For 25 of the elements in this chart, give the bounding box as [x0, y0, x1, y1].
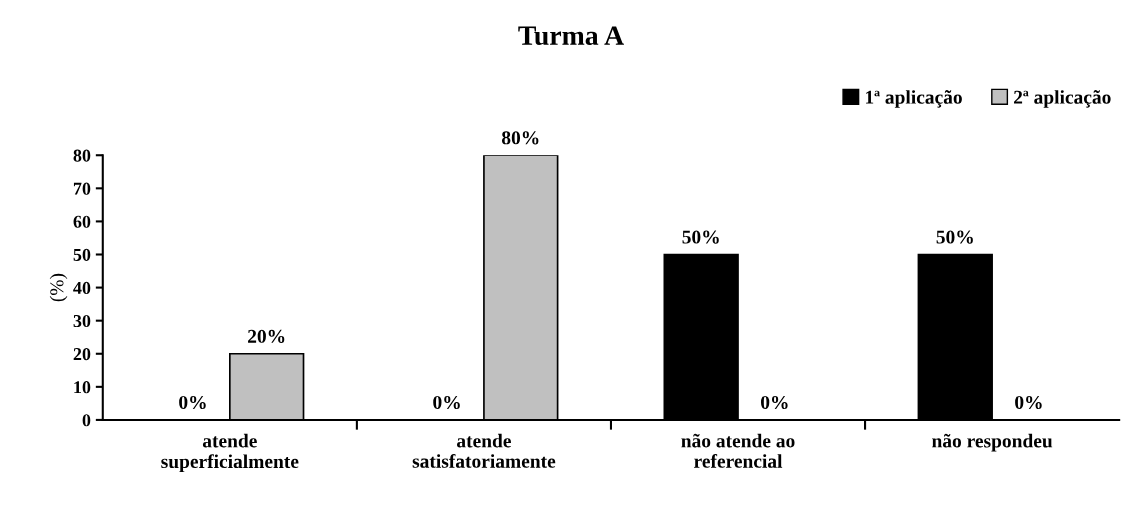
y-tick-label: 50 — [73, 248, 91, 261]
data-label: 0% — [761, 395, 788, 410]
y-tick-label: 40 — [73, 281, 91, 295]
y-tick-label: 60 — [73, 215, 91, 228]
y-tick-label: 0 — [82, 414, 91, 427]
y-tick-label: 80 — [73, 149, 91, 162]
x-tick-label: atende satisfatoriamente — [412, 433, 556, 468]
x-tick-label: não respondeu — [932, 433, 1053, 452]
data-label: 20% — [248, 329, 285, 343]
y-tick-label: 30 — [73, 314, 91, 328]
x-tick-label: não atende ao referencial — [681, 433, 795, 468]
data-label: 50% — [936, 230, 973, 244]
y-tick-label: 70 — [73, 182, 91, 195]
data-label: 50% — [682, 230, 719, 244]
legend-label: 1ª aplicação — [866, 90, 962, 108]
chart-title: Turma A — [518, 26, 624, 46]
legend-label: 2ª aplicação — [1014, 90, 1111, 108]
x-tick-label: atende superficialmente — [161, 433, 299, 473]
y-tick-label: 20 — [73, 348, 91, 361]
y-tick-label: 10 — [74, 381, 91, 394]
data-label: 0% — [179, 395, 206, 410]
y-axis-title: (%) — [49, 273, 68, 302]
data-label: 0% — [433, 395, 460, 410]
data-label: 80% — [501, 131, 539, 145]
data-label: 0% — [1015, 395, 1042, 410]
